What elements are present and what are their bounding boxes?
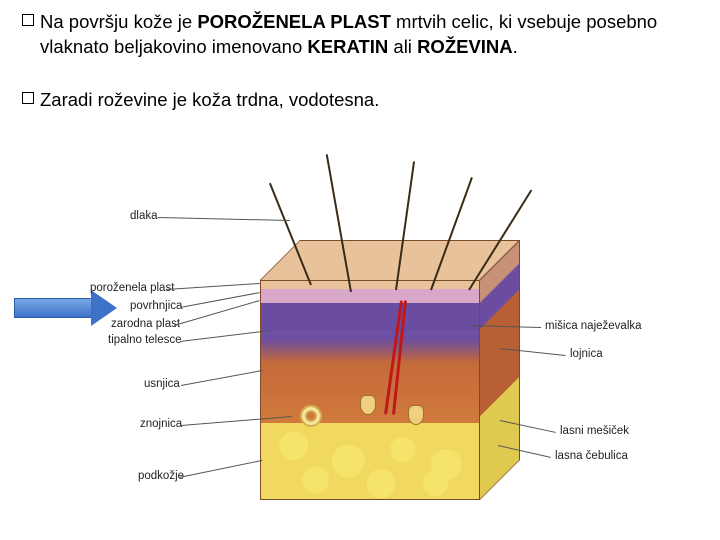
- bullet-text-1: Na površju kože je POROŽENELA PLAST mrtv…: [40, 10, 698, 60]
- bullet-marker: [22, 14, 34, 26]
- bullet-item-2: Zaradi roževine je koža trdna, vodotesna…: [22, 88, 698, 113]
- layer-epidermis: [261, 281, 479, 303]
- label-povrhnjica: povrhnjica: [130, 300, 182, 312]
- leader-line: [166, 283, 260, 290]
- leader-line: [180, 330, 270, 342]
- layer-subcutis: [261, 423, 479, 499]
- cube-front-face: [260, 280, 480, 500]
- hair-bulb: [360, 395, 376, 415]
- leader-line: [174, 300, 260, 326]
- label-porozenela: poroženela plast: [90, 282, 174, 294]
- label-dlaka: dlaka: [130, 210, 158, 222]
- label-cebulica: lasna čebulica: [555, 450, 628, 462]
- text-bold: KERATIN: [307, 36, 388, 57]
- label-zarodna: zarodna plast: [111, 318, 180, 330]
- bullet-marker: [22, 92, 34, 104]
- pointer-arrow: [14, 290, 117, 326]
- label-mesicek: lasni mešiček: [560, 425, 629, 437]
- leader-line: [179, 460, 262, 478]
- label-misica: mišica naježevalka: [545, 320, 642, 332]
- bullet-text-2: Zaradi roževine je koža trdna, vodotesna…: [40, 88, 379, 113]
- bullet-item-1: Na površju kože je POROŽENELA PLAST mrtv…: [22, 10, 698, 60]
- arrow-shaft: [14, 298, 92, 318]
- text-fragment: Na površju kože je: [40, 11, 197, 32]
- cube-side-face: [480, 240, 520, 500]
- sweat-gland: [300, 405, 322, 427]
- label-lojnica: lojnica: [570, 348, 603, 360]
- leader-line: [180, 292, 260, 308]
- skin-diagram: dlaka poroženela plast povrhnjica zarodna p…: [0, 170, 720, 540]
- text-fragment: Zaradi roževine je koža trdna, vodotesna…: [40, 89, 379, 110]
- label-znojnica: znojnica: [140, 418, 182, 430]
- leader-line: [158, 217, 290, 221]
- hair-bulb: [408, 405, 424, 425]
- label-podkozje: podkožje: [138, 470, 184, 482]
- text-fragment: ali: [388, 36, 417, 57]
- text-fragment: .: [513, 36, 518, 57]
- text-bold: ROŽEVINA: [417, 36, 513, 57]
- label-tipalno: tipalno telesce: [108, 334, 182, 346]
- leader-line: [181, 370, 262, 386]
- label-usnjica: usnjica: [144, 378, 180, 390]
- text-bold: POROŽENELA PLAST: [197, 11, 396, 32]
